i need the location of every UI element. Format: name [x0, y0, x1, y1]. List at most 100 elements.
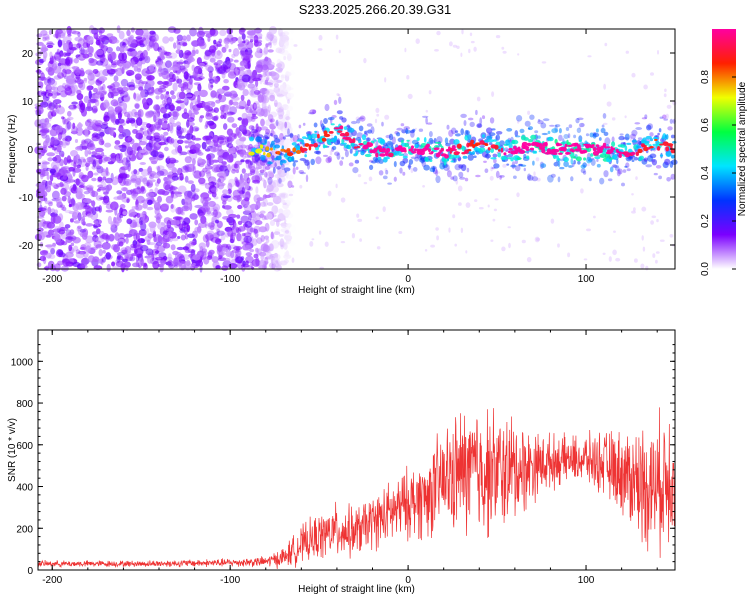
noise-blob	[116, 195, 125, 200]
noise-blob	[222, 90, 231, 94]
noise-blob	[212, 134, 219, 144]
noise-blob	[148, 64, 155, 72]
noise-blob	[76, 187, 82, 193]
noise-blob	[231, 123, 238, 128]
noise-blob	[174, 190, 178, 196]
noise-blob	[158, 252, 167, 259]
noise-blob	[145, 111, 155, 117]
ridge-blob	[301, 139, 305, 145]
noise-blob	[110, 220, 116, 229]
noise-blob	[176, 128, 183, 137]
ridge-blob	[594, 156, 601, 160]
noise-blob	[97, 70, 106, 79]
noise-blob	[78, 158, 87, 167]
noise-speck	[534, 236, 540, 243]
ridge-blob	[655, 165, 662, 169]
noise-speck	[284, 218, 287, 224]
ridge-blob	[552, 154, 557, 159]
noise-blob	[244, 220, 253, 228]
ridge-blob	[503, 152, 507, 156]
ridge-blob	[636, 145, 642, 149]
ridge-blob	[276, 151, 281, 155]
noise-blob	[216, 50, 221, 56]
noise-speck	[285, 116, 291, 121]
noise-blob	[170, 138, 175, 144]
noise-blob	[165, 195, 174, 204]
noise-blob	[71, 101, 78, 105]
noise-blob	[85, 235, 94, 244]
noise-blob	[245, 182, 250, 190]
noise-blob	[134, 180, 141, 189]
ridge-blob	[612, 165, 620, 168]
noise-blob	[145, 35, 150, 45]
noise-blob	[260, 126, 268, 131]
noise-blob	[276, 102, 282, 110]
ridge-blob	[408, 163, 411, 170]
noise-blob	[113, 244, 120, 253]
noise-blob	[222, 85, 230, 91]
noise-blob	[229, 90, 238, 99]
noise-blob	[77, 31, 81, 38]
noise-blob	[181, 260, 186, 265]
noise-blob	[111, 261, 116, 267]
noise-blob	[186, 34, 191, 42]
ridge-blob	[540, 163, 547, 169]
noise-blob	[133, 169, 138, 175]
noise-blob	[61, 116, 65, 120]
noise-blob	[273, 82, 279, 88]
noise-blob	[175, 127, 184, 135]
ridge-blob	[450, 160, 454, 163]
ridge-blob	[396, 127, 403, 131]
ridge-blob	[496, 131, 503, 135]
noise-blob	[249, 169, 256, 176]
noise-blob	[128, 209, 136, 218]
ridge-blob	[337, 130, 343, 134]
noise-blob	[138, 167, 144, 172]
ridge-blob	[453, 148, 457, 151]
ridge-blob	[666, 143, 674, 147]
noise-blob	[244, 197, 250, 202]
noise-blob	[255, 161, 260, 170]
noise-blob	[54, 209, 59, 215]
ridge-blob	[482, 134, 485, 138]
ridge-blob	[568, 124, 573, 129]
noise-blob	[64, 224, 71, 229]
noise-blob	[65, 122, 70, 131]
ridge-blob	[354, 159, 360, 164]
ridge-blob	[599, 177, 605, 185]
noise-blob	[264, 222, 270, 232]
noise-blob	[237, 42, 247, 51]
ridge-blob	[662, 114, 667, 120]
noise-speck	[634, 258, 638, 263]
ridge-blob	[358, 143, 364, 146]
noise-blob	[207, 66, 214, 73]
noise-blob	[61, 166, 70, 170]
noise-blob	[237, 131, 242, 138]
ridge-blob	[446, 124, 450, 130]
noise-blob	[47, 260, 55, 270]
noise-blob	[70, 150, 78, 157]
noise-blob	[133, 187, 143, 195]
noise-blob	[119, 91, 129, 98]
y-tick-label: 0	[27, 145, 33, 156]
ridge-blob	[527, 173, 532, 181]
noise-blob	[118, 52, 125, 62]
noise-blob	[92, 108, 98, 113]
noise-blob	[106, 33, 114, 38]
y-tick-label: 400	[16, 483, 33, 494]
noise-blob	[224, 43, 229, 49]
ridge-blob	[611, 141, 616, 147]
ridge-blob	[641, 117, 648, 120]
noise-blob	[140, 244, 149, 252]
noise-blob	[118, 89, 125, 95]
noise-blob	[95, 147, 104, 153]
noise-speck	[436, 171, 440, 174]
noise-blob	[57, 72, 65, 79]
ridge-blob	[508, 153, 514, 158]
noise-blob	[136, 195, 145, 204]
noise-blob	[239, 150, 245, 158]
noise-blob	[193, 170, 202, 179]
noise-blob	[105, 177, 114, 184]
noise-blob	[255, 170, 259, 177]
ridge-blob	[604, 146, 611, 149]
